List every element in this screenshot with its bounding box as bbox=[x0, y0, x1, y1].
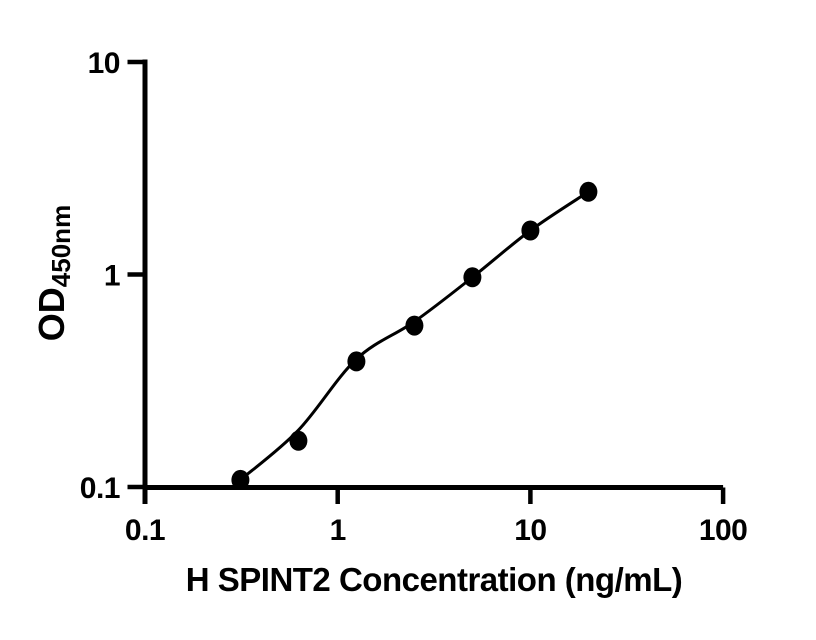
y-tick-label: 1 bbox=[104, 260, 120, 293]
y-axis-title: OD450nm bbox=[31, 205, 77, 341]
data-point bbox=[231, 469, 250, 490]
y-tick-label: 0.1 bbox=[80, 472, 120, 505]
x-tick-label: 100 bbox=[699, 514, 748, 547]
y-axis-title-main: OD bbox=[31, 287, 72, 342]
y-axis-title-subscript: 450nm bbox=[46, 204, 76, 288]
x-tick-label: 10 bbox=[514, 514, 546, 547]
x-tick-label: 0.1 bbox=[125, 514, 165, 547]
x-tick-label: 1 bbox=[330, 514, 346, 547]
plot-layer bbox=[231, 181, 598, 490]
data-point bbox=[347, 351, 366, 372]
data-point bbox=[579, 181, 598, 202]
data-point bbox=[521, 220, 540, 241]
y-tick-label: 10 bbox=[88, 47, 120, 80]
data-point bbox=[405, 315, 424, 336]
x-axis-title: H SPINT2 Concentration (ng/mL) bbox=[185, 561, 683, 598]
data-point bbox=[289, 430, 308, 451]
axes-layer: 0.1 1 10 0.1 1 10 100 bbox=[80, 47, 748, 547]
data-point bbox=[463, 267, 482, 288]
